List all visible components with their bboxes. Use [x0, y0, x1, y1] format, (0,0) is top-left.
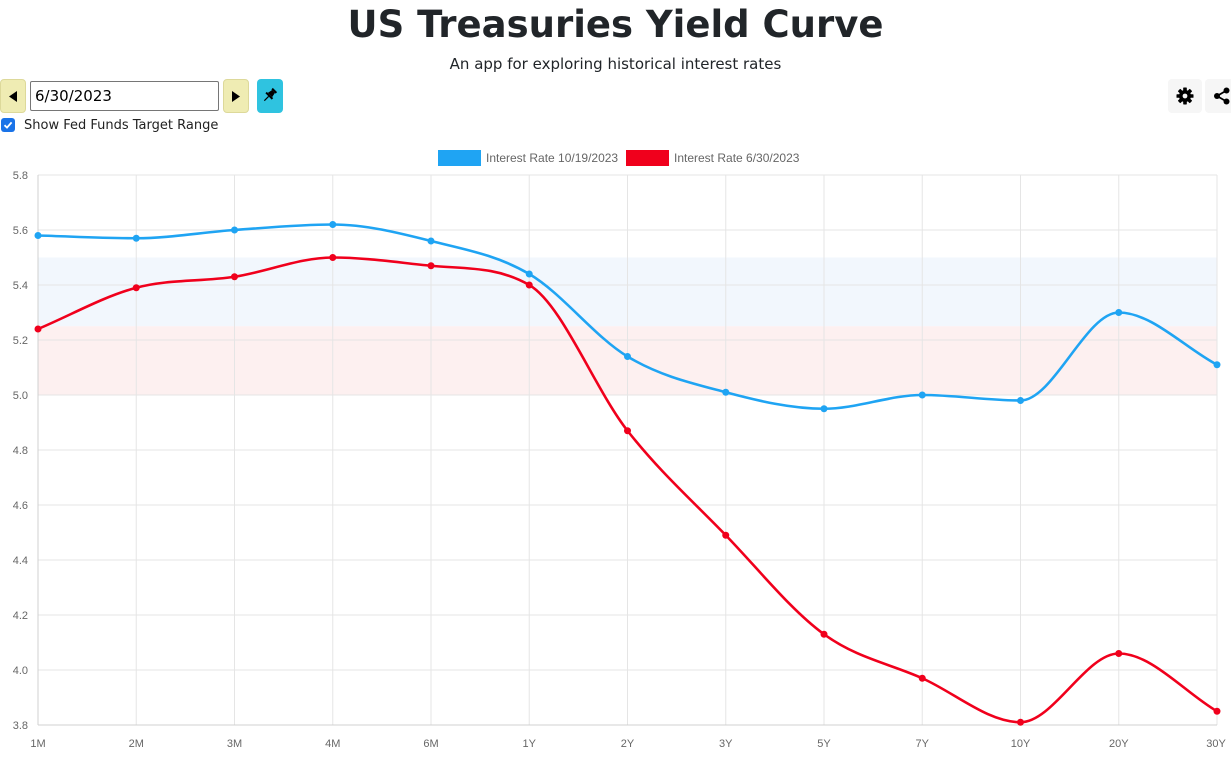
y-tick-label: 4.0 [13, 665, 28, 677]
x-tick-label: 20Y [1109, 738, 1129, 750]
x-tick-label: 6M [423, 738, 438, 750]
y-tick-label: 4.2 [13, 610, 28, 622]
gear-icon [1176, 87, 1194, 105]
data-point-1-6 [624, 427, 631, 435]
x-tick-label: 5Y [817, 738, 831, 750]
y-tick-label: 5.2 [13, 335, 28, 347]
data-point-0-0 [34, 232, 42, 239]
x-tick-label: 7Y [916, 738, 930, 750]
data-point-1-5 [525, 281, 533, 289]
data-point-1-12 [1213, 707, 1221, 715]
checkmark-icon [3, 121, 13, 129]
next-date-button[interactable] [223, 79, 249, 113]
x-tick-label: 30Y [1206, 738, 1226, 750]
legend-swatch-0 [438, 150, 481, 166]
data-point-0-1 [132, 234, 140, 242]
data-point-1-9 [918, 674, 926, 682]
legend-swatch-1 [626, 150, 669, 166]
x-tick-label: 2Y [621, 738, 635, 750]
y-tick-label: 3.8 [13, 720, 28, 732]
date-input[interactable] [30, 81, 219, 111]
y-tick-label: 5.4 [13, 280, 28, 292]
share-button[interactable] [1205, 79, 1231, 113]
legend-label-1: Interest Rate 6/30/2023 [674, 151, 800, 165]
previous-date-button[interactable] [0, 79, 26, 113]
y-tick-label: 4.4 [13, 555, 28, 567]
data-point-1-7 [722, 531, 730, 539]
data-point-1-11 [1115, 650, 1123, 657]
data-point-0-8 [820, 405, 828, 413]
series-line-0 [37, 223, 1218, 411]
page-title: US Treasuries Yield Curve [347, 3, 884, 46]
pin-date-button[interactable] [257, 79, 283, 113]
data-point-0-9 [918, 391, 926, 399]
data-point-1-8 [820, 630, 828, 638]
data-point-0-4 [427, 237, 435, 245]
data-point-0-10 [1017, 397, 1024, 404]
x-tick-label: 1M [30, 738, 45, 750]
pin-icon [263, 87, 278, 102]
data-point-1-1 [132, 284, 140, 292]
data-point-1-4 [427, 262, 435, 270]
caret-left-icon [9, 91, 17, 102]
data-point-0-5 [525, 270, 533, 278]
legend-label-0: Interest Rate 10/19/2023 [486, 151, 618, 165]
data-point-0-7 [722, 388, 730, 396]
x-tick-label: 1Y [523, 738, 537, 750]
y-tick-label: 5.0 [13, 390, 28, 402]
yield-curve-chart: 5.8 5.6 5.4 5.2 5.0 4.8 4.6 4.4 4.2 4.0 3.81M 2M 3M 4… [13, 150, 1226, 750]
x-tick-label: 4M [325, 738, 340, 750]
y-tick-label: 5.6 [13, 225, 28, 237]
share-icon [1214, 87, 1230, 105]
settings-button[interactable] [1168, 79, 1202, 113]
data-point-0-11 [1115, 309, 1123, 316]
x-tick-label: 2M [129, 738, 144, 750]
x-tick-label: 10Y [1011, 738, 1031, 750]
fed-funds-checkbox[interactable] [1, 118, 15, 132]
data-point-0-6 [624, 353, 631, 360]
fed-funds-checkbox-label: Show Fed Funds Target Range [24, 118, 219, 133]
data-point-1-3 [329, 254, 337, 261]
data-point-0-3 [329, 221, 337, 228]
data-point-1-2 [231, 273, 238, 281]
data-point-0-2 [231, 226, 238, 234]
y-tick-label: 4.8 [13, 445, 28, 457]
x-tick-label: 3Y [719, 738, 733, 750]
y-tick-label: 5.8 [13, 170, 28, 182]
y-tick-label: 4.6 [13, 500, 28, 512]
x-tick-label: 3M [227, 738, 242, 750]
page-subtitle: An app for exploring historical interest… [449, 55, 782, 73]
caret-right-icon [232, 91, 240, 102]
data-point-1-0 [34, 325, 42, 333]
data-point-1-10 [1017, 718, 1024, 726]
data-point-0-12 [1213, 361, 1221, 369]
